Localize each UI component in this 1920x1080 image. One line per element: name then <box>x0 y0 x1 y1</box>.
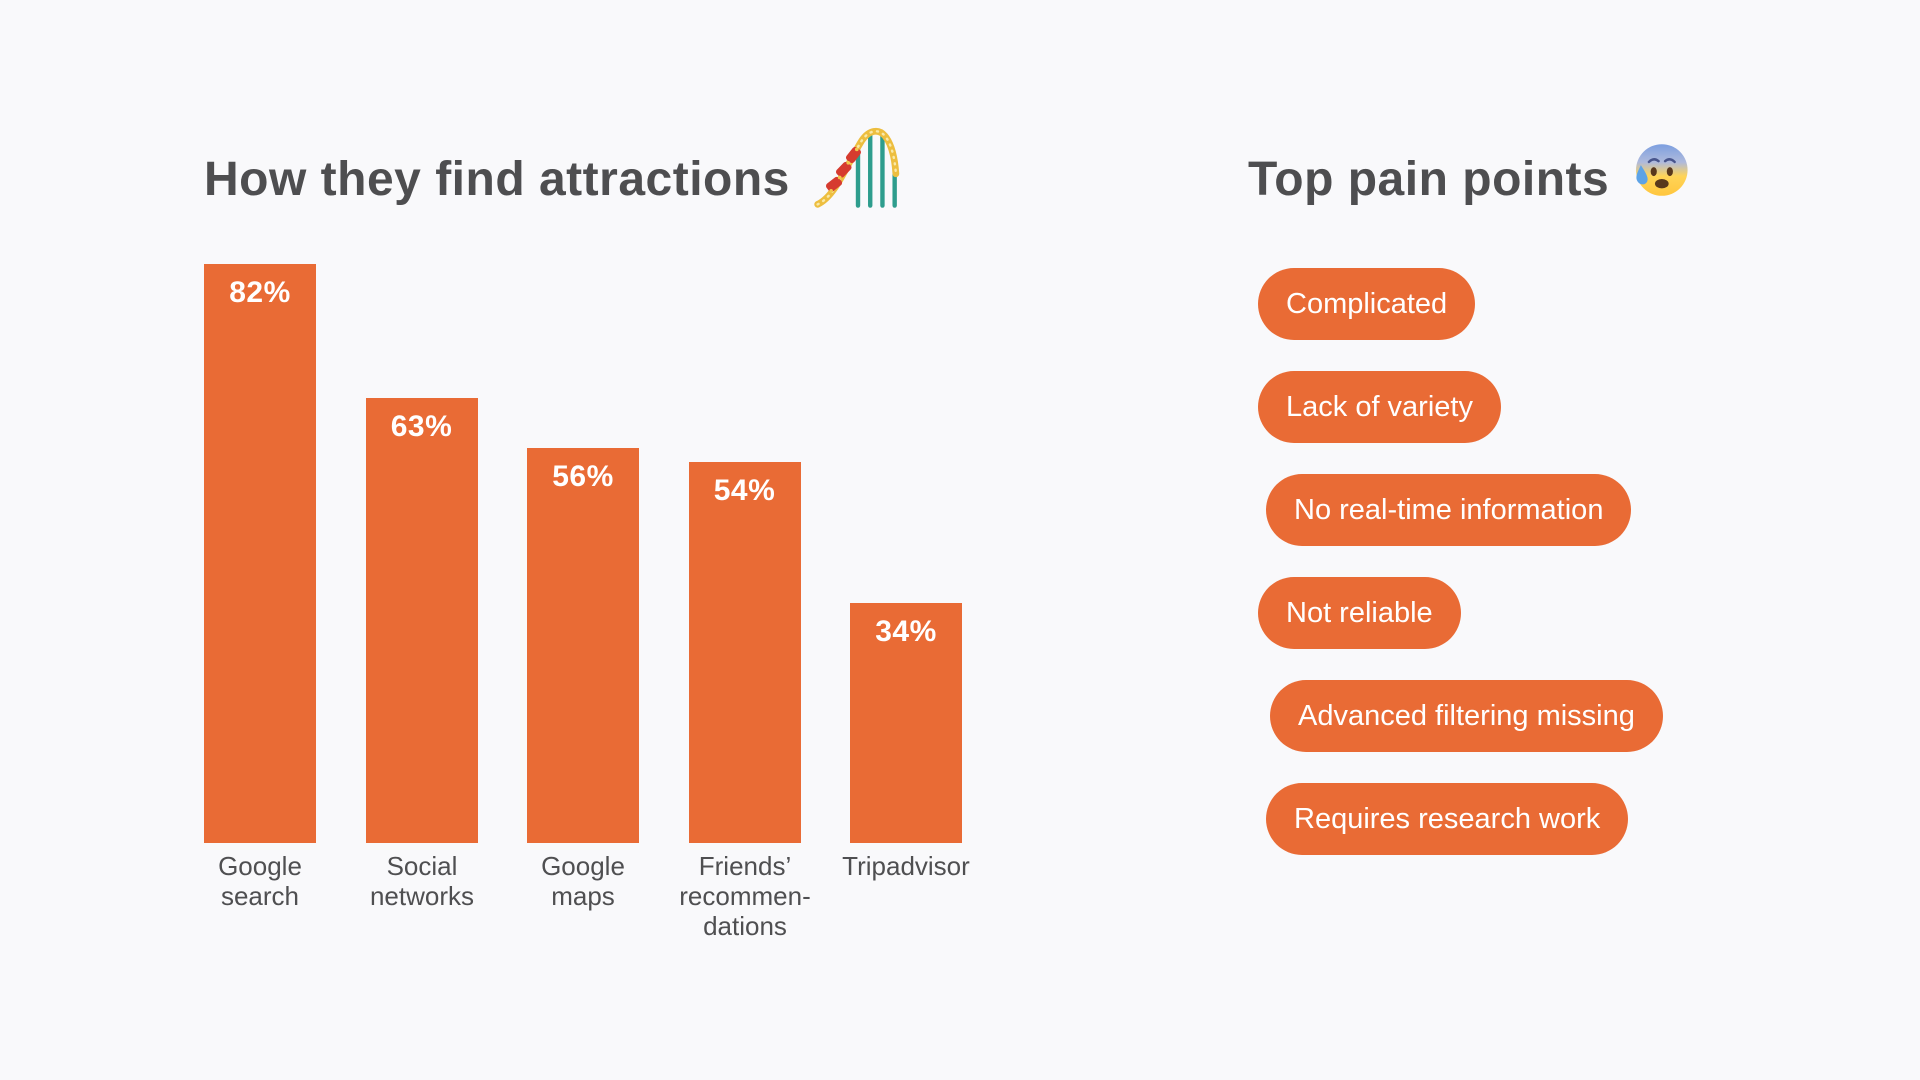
bar: 82% <box>204 264 316 843</box>
pain-point-pill: No real-time information <box>1266 474 1632 546</box>
pain-point-pill-label: Requires research work <box>1294 803 1601 835</box>
pain-point-pill: Complicated <box>1258 268 1476 340</box>
pain-point-pill-label: Complicated <box>1286 288 1448 320</box>
bar: 56% <box>527 448 639 843</box>
bar-value-label: 63% <box>390 410 453 443</box>
bar-category-label: Tripadvisor <box>812 851 1000 881</box>
bar-chart: 82% Google search 63% Social networks 56% Googl… <box>204 136 1144 941</box>
roller-coaster-icon <box>814 120 902 208</box>
bar-value-label: 56% <box>552 460 614 493</box>
pain-point-pill: Not reliable <box>1258 577 1461 649</box>
bar-category-label: Social networks <box>328 851 516 911</box>
pain-point-pill: Lack of variety <box>1258 371 1501 443</box>
bar: 34% <box>850 603 962 843</box>
bar-category-label-line: dations <box>703 911 787 941</box>
right-panel-title: Top pain points <box>1248 152 1609 207</box>
pain-point-pill-label: Not reliable <box>1286 597 1433 629</box>
bar-value-label: 34% <box>875 615 937 648</box>
pain-point-pill-label: Lack of variety <box>1286 391 1473 423</box>
left-panel-title-text: How they find attractions <box>204 153 790 206</box>
pain-point-list: Complicated Lack of variety No real-time i… <box>1258 268 1778 868</box>
bar-category-label-line: Friends’ <box>698 851 792 881</box>
bar-category-label: Friends’ recommen-dations <box>651 851 839 941</box>
anxious-face-with-sweat-icon <box>1632 141 1690 199</box>
bar-category-label-line: Google <box>541 851 625 881</box>
right-panel-title-text: Top pain points <box>1248 153 1610 206</box>
pain-point-pill-label: No real-time information <box>1294 494 1604 526</box>
bar: 54% <box>688 462 801 843</box>
bar-category-label-line: search <box>220 881 300 911</box>
pain-point-pill: Advanced filtering missing <box>1270 680 1663 752</box>
bar: 63% <box>365 398 478 843</box>
left-panel-title: How they find attractions <box>204 152 790 207</box>
bar-category-label-line: Social <box>386 851 458 881</box>
bar-category-label-line: Google <box>218 851 302 881</box>
bar-category-label-line: maps <box>551 881 615 911</box>
bar-category-label: Google maps <box>489 851 677 911</box>
bar-category-label-line: networks <box>369 881 475 911</box>
pain-point-pill-label: Advanced filtering missing <box>1298 700 1635 732</box>
pain-point-pill: Requires research work <box>1266 783 1629 855</box>
bar-category-label-line: recommen- <box>679 881 811 911</box>
bar-category-label-line: Tripadvisor <box>842 851 970 881</box>
bar-value-label: 82% <box>229 276 291 309</box>
bar-value-label: 54% <box>713 474 776 507</box>
bar-category-label: Google search <box>166 851 354 911</box>
